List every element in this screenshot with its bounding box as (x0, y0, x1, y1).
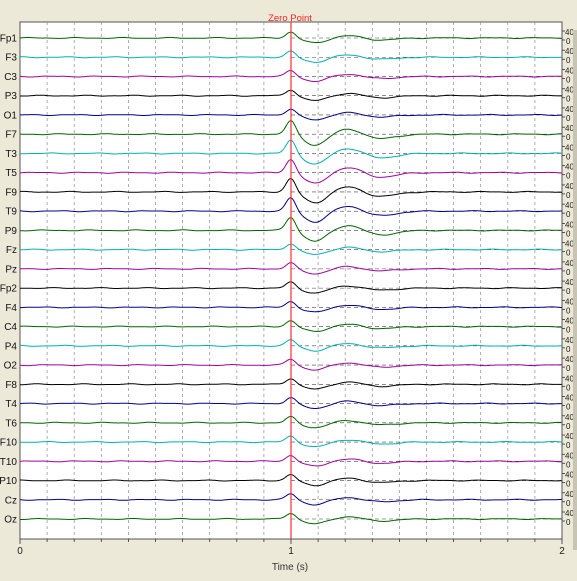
channel-label: T3 (5, 149, 17, 160)
scale-label-40: 40 (565, 509, 574, 518)
scale-label-0: 0 (566, 499, 571, 508)
scale-label-0: 0 (566, 133, 571, 142)
scale-label-40: 40 (565, 471, 574, 480)
scale-label-40: 40 (565, 278, 574, 287)
scale-label-40: 40 (565, 220, 574, 229)
scale-label-0: 0 (566, 460, 571, 469)
scale-label-40: 40 (565, 105, 574, 114)
channel-label: P10 (0, 476, 17, 487)
scale-label-0: 0 (566, 75, 571, 84)
vertical-scrollbar[interactable] (573, 30, 577, 550)
channel-label: T6 (5, 418, 17, 429)
channel-label: P3 (5, 91, 18, 102)
channel-label: F4 (5, 303, 17, 314)
scale-label-40: 40 (565, 182, 574, 191)
scale-label-0: 0 (566, 56, 571, 65)
scale-label-0: 0 (566, 191, 571, 200)
amplitude-scale: 4004004004004004004004004004004004004004… (562, 28, 574, 527)
scale-label-40: 40 (565, 317, 574, 326)
scale-label-0: 0 (566, 37, 571, 46)
channel-label: P9 (5, 226, 18, 237)
channel-label: Fp2 (0, 284, 17, 295)
x-tick-label: 1 (288, 546, 294, 557)
scale-label-0: 0 (566, 441, 571, 450)
scale-label-0: 0 (566, 229, 571, 238)
scale-label-0: 0 (566, 172, 571, 181)
scale-label-40: 40 (565, 66, 574, 75)
channel-label: T5 (5, 168, 17, 179)
scale-label-0: 0 (566, 326, 571, 335)
scale-label-0: 0 (566, 364, 571, 373)
scale-label-40: 40 (565, 394, 574, 403)
x-tick-label: 0 (17, 546, 23, 557)
scale-label-40: 40 (565, 124, 574, 133)
channel-label: Cz (5, 495, 17, 506)
scale-label-40: 40 (565, 240, 574, 249)
channel-label: Fp1 (0, 34, 17, 45)
scale-label-40: 40 (565, 143, 574, 152)
channel-labels: Fp1 F3 C3 P3 O1 F7 T3 T5 F9 T9 P9 Fz Pz Fp2 F4 C4 P4 O2 F8… (0, 34, 17, 526)
scale-label-0: 0 (566, 95, 571, 104)
channel-label: O1 (4, 110, 18, 121)
channel-label: T9 (5, 207, 17, 218)
channel-label: F9 (5, 187, 17, 198)
scale-label-40: 40 (565, 432, 574, 441)
scale-label-40: 40 (565, 374, 574, 383)
scale-label-40: 40 (565, 336, 574, 345)
x-axis-title: Time (s) (272, 562, 308, 573)
channel-label: C3 (4, 72, 17, 83)
channel-label: F7 (5, 130, 17, 141)
scale-label-40: 40 (565, 490, 574, 499)
channel-label: Pz (5, 264, 17, 275)
scale-label-0: 0 (566, 422, 571, 431)
scale-label-40: 40 (565, 163, 574, 172)
scale-label-0: 0 (566, 480, 571, 489)
channel-label: T4 (5, 399, 17, 410)
grid (46, 22, 536, 539)
channel-label: F10 (0, 438, 17, 449)
scale-label-0: 0 (566, 403, 571, 412)
scale-label-40: 40 (565, 201, 574, 210)
zero-point-label: Zero Point (268, 13, 312, 24)
scale-label-0: 0 (566, 210, 571, 219)
scale-label-0: 0 (566, 268, 571, 277)
x-tick-label: 2 (559, 546, 565, 557)
scale-label-0: 0 (566, 249, 571, 258)
channel-label: F8 (5, 380, 17, 391)
scale-label-0: 0 (566, 152, 571, 161)
scale-label-40: 40 (565, 28, 574, 37)
scale-label-40: 40 (565, 355, 574, 364)
channel-label: T10 (0, 457, 17, 468)
scale-label-40: 40 (565, 47, 574, 56)
scale-label-0: 0 (566, 383, 571, 392)
scale-label-0: 0 (566, 114, 571, 123)
scale-label-0: 0 (566, 287, 571, 296)
channel-label: Oz (4, 515, 17, 526)
scale-label-40: 40 (565, 297, 574, 306)
scale-label-40: 40 (565, 86, 574, 95)
scale-label-0: 0 (566, 518, 571, 527)
channel-label: F3 (5, 53, 17, 64)
channel-label: C4 (4, 322, 17, 333)
time-axis: 0 1 2 (17, 539, 565, 557)
channel-label: Fz (6, 245, 17, 256)
channel-label: P4 (5, 341, 18, 352)
scale-label-40: 40 (565, 451, 574, 460)
channel-label: O2 (4, 361, 18, 372)
scale-label-0: 0 (566, 345, 571, 354)
scale-label-0: 0 (566, 306, 571, 315)
scale-label-40: 40 (565, 413, 574, 422)
scale-label-40: 40 (565, 259, 574, 268)
